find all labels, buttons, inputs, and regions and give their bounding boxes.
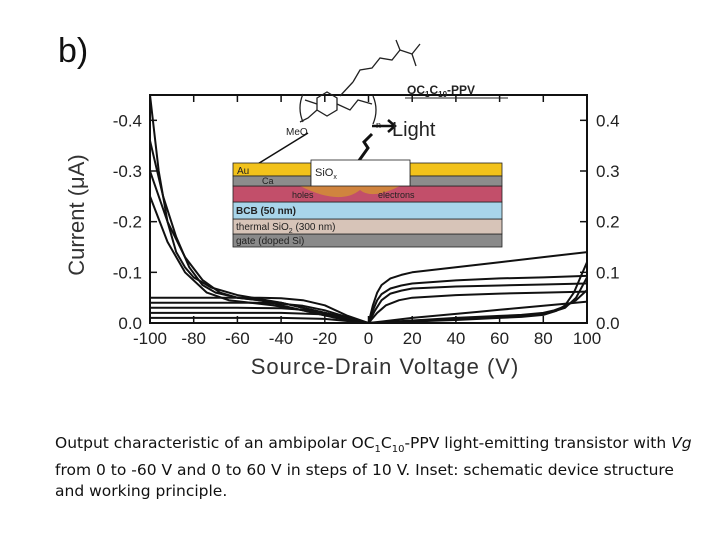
- siox-label: SiOx: [315, 167, 337, 181]
- electrons-label: electrons: [378, 190, 415, 200]
- y-right-tick-label: 0.1: [596, 263, 620, 282]
- y-axis-label: Current (μA): [64, 154, 89, 275]
- x-tick-label: 80: [534, 329, 553, 348]
- x-tick-label: -60: [225, 329, 250, 348]
- recombination-zone: [300, 186, 400, 198]
- x-tick-label: 60: [490, 329, 509, 348]
- iv-curve-right-16: [368, 261, 586, 322]
- y-left-tick-label: -0.2: [113, 213, 142, 232]
- au-label: Au: [237, 166, 249, 177]
- y-left-tick-label: -0.3: [113, 162, 142, 181]
- x-tick-label: -80: [181, 329, 206, 348]
- x-tick-labels: -100 -80 -60 -40 -20 0 20 40 60 80 100: [133, 329, 601, 348]
- x-tick-label: -40: [269, 329, 294, 348]
- x-tick-label: 40: [446, 329, 465, 348]
- iv-curve-left-8: [151, 316, 369, 322]
- molecule-structure: [299, 39, 421, 125]
- output-characteristic-figure: b) -100 -80 -60 -40 -20 0 20 40 60 80 100 0.0 -0.1 -…: [58, 32, 620, 379]
- x-tick-label: 20: [403, 329, 422, 348]
- iv-curve-right-13: [368, 300, 586, 322]
- ca-right-layer: [409, 175, 503, 187]
- iv-curve-left-1: [151, 140, 369, 322]
- y-right-tick-label: 0.2: [596, 213, 620, 232]
- y-left-tick-label: -0.4: [113, 111, 142, 130]
- holes-label: holes: [292, 190, 314, 200]
- iv-curve-right-12: [368, 290, 586, 322]
- au-right-electrode: [409, 162, 503, 177]
- light-arrow-icon: [372, 119, 397, 133]
- methoxy-label: MeO: [286, 127, 308, 138]
- iv-curve-left-5: [151, 301, 369, 322]
- siox-region: [310, 159, 411, 187]
- inset-device-schematic: MeO n OC1C10-PPV Light Au Ca SiOx holes …: [232, 39, 508, 248]
- x-tick-label: -100: [133, 329, 167, 348]
- iv-curve-left-4: [151, 296, 369, 322]
- panel-label: b): [58, 32, 88, 70]
- y-left-tick-labels: 0.0 -0.1 -0.2 -0.3 -0.4: [113, 111, 142, 333]
- y-left-tick-label: -0.1: [113, 263, 142, 282]
- x-tick-label: -20: [313, 329, 338, 348]
- molecule-name: OC1C10-PPV: [407, 83, 475, 99]
- ca-label: Ca: [262, 176, 274, 186]
- iv-curve-right-9: [367, 251, 586, 322]
- x-tick-label: 0: [364, 329, 373, 348]
- y-left-tick-label: 0.0: [118, 314, 142, 333]
- y-right-tick-labels: 0.0 0.1 0.2 0.3 0.4: [596, 111, 620, 333]
- x-axis-label: Source-Drain Voltage (V): [251, 354, 520, 379]
- light-label: Light: [392, 119, 436, 141]
- y-right-tick-label: 0.0: [596, 314, 620, 333]
- iv-curve-left-7: [151, 311, 369, 322]
- gate-label: gate (doped Si): [236, 236, 304, 247]
- x-tick-label: 100: [573, 329, 601, 348]
- iv-curves: [151, 96, 586, 322]
- thermal-label: thermal SiO2 (300 nm): [236, 222, 336, 235]
- iv-curve-right-10: [367, 274, 586, 322]
- iv-curve-right-11: [367, 282, 586, 322]
- y-right-tick-label: 0.3: [596, 162, 620, 181]
- bcb-label: BCB (50 nm): [236, 206, 296, 217]
- y-right-tick-label: 0.4: [596, 111, 620, 130]
- figure-caption: Output characteristic of an ambipolar OC…: [55, 434, 692, 501]
